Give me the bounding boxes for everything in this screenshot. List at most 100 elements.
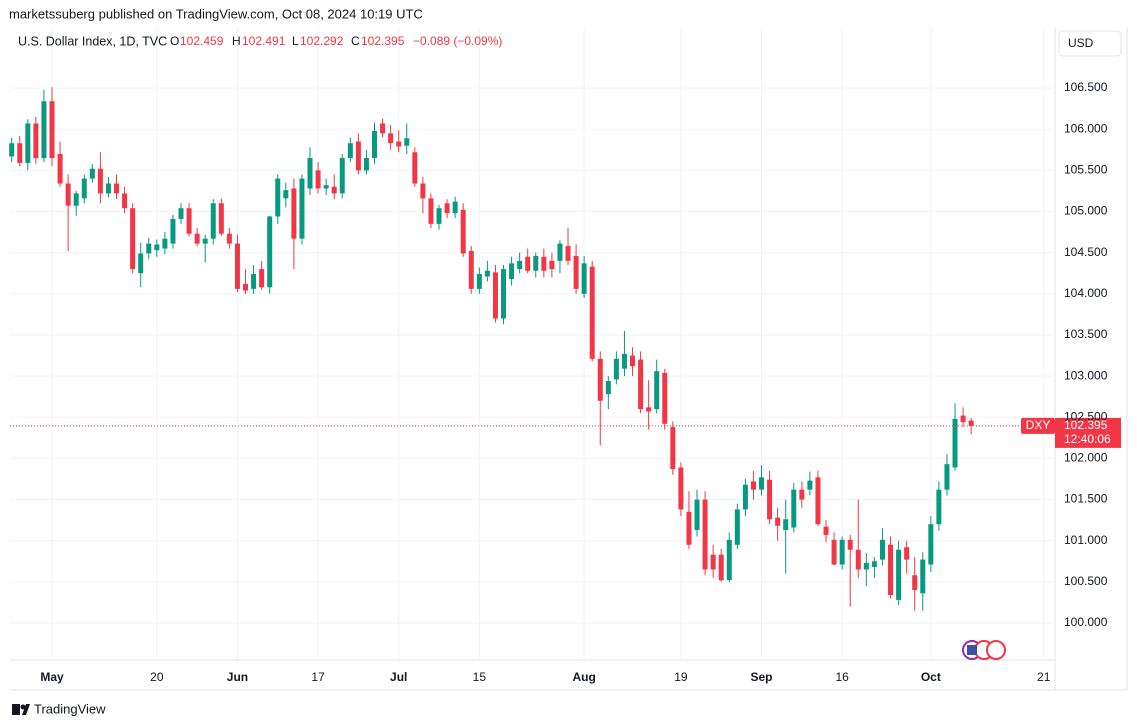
candle-body — [734, 509, 740, 545]
legend-c: C — [351, 34, 360, 48]
candle-body — [888, 544, 894, 595]
candle-body — [323, 185, 329, 189]
candle-body — [170, 218, 176, 244]
candle-body — [509, 263, 515, 279]
candle-body — [694, 499, 700, 530]
candle-body — [97, 168, 103, 194]
candle-body — [654, 371, 660, 410]
legend-open: 102.459 — [180, 34, 224, 48]
legend-close: 102.395 — [361, 34, 405, 48]
candle-body — [573, 255, 579, 289]
x-tick-label: 21 — [1037, 670, 1051, 684]
candle-body — [283, 190, 289, 199]
candle-body — [742, 484, 748, 510]
logo-part — [12, 704, 20, 715]
candle-body — [621, 353, 627, 369]
legend-high: 102.491 — [242, 34, 286, 48]
logo-part — [20, 704, 26, 710]
x-tick-label: Jun — [227, 670, 248, 684]
candle-body — [404, 138, 410, 146]
symbol-label: DXY — [1026, 418, 1051, 432]
candle-body — [775, 517, 781, 526]
candle-body — [315, 170, 321, 189]
candle-body — [936, 489, 942, 525]
legend-low: 102.292 — [300, 34, 344, 48]
candle-body — [331, 186, 337, 194]
price-tag — [1055, 417, 1121, 448]
candle-body — [355, 141, 361, 171]
y-tick-label: 106.500 — [1064, 80, 1108, 94]
candle-body — [194, 233, 200, 244]
y-tick-label: 102.000 — [1064, 451, 1108, 465]
candle-body — [81, 178, 87, 199]
candle-body — [896, 549, 902, 600]
symbol-tag — [1021, 417, 1055, 434]
candle-body — [815, 477, 821, 525]
candle-body — [589, 266, 595, 359]
candle-body — [202, 238, 208, 244]
candle-body — [912, 575, 918, 591]
candle-body — [605, 381, 611, 395]
candle-body — [452, 201, 458, 214]
candle-body — [855, 549, 861, 570]
candle-body — [412, 152, 418, 184]
grid — [10, 28, 1055, 660]
candle-body — [65, 183, 71, 206]
candle-body — [372, 130, 378, 159]
y-tick-label: 101.000 — [1064, 533, 1108, 547]
candle-body — [670, 427, 676, 470]
candle-body — [243, 283, 249, 291]
candle-body — [267, 216, 273, 288]
price-tag-label: 102.395 — [1064, 418, 1108, 432]
candle-body — [767, 479, 773, 520]
candle-body — [178, 208, 184, 219]
candle-body — [130, 208, 136, 270]
candle-body — [138, 253, 144, 274]
candle-body — [718, 554, 724, 581]
candle-body — [299, 178, 305, 239]
candle-body — [251, 274, 257, 289]
candles — [9, 87, 974, 611]
candle-body — [492, 272, 498, 319]
candle-body — [839, 539, 845, 565]
x-tick-label: Sep — [751, 670, 773, 684]
candle-body — [460, 209, 466, 254]
candle-body — [234, 243, 240, 289]
candle-body — [73, 193, 79, 206]
candle-body — [823, 526, 829, 535]
candle-body — [33, 123, 39, 159]
candle-body — [436, 208, 442, 224]
candle-body — [380, 123, 386, 134]
candle-body — [388, 133, 394, 144]
candle-body — [218, 203, 224, 234]
currency-button[interactable] — [1058, 30, 1122, 57]
candle-body — [25, 123, 31, 163]
candle-body — [114, 183, 120, 194]
candle-body — [968, 420, 974, 426]
y-tick-label: 106.000 — [1064, 121, 1108, 135]
candle-body — [928, 524, 934, 565]
candle-body — [686, 511, 692, 545]
x-tick-label: 16 — [835, 670, 849, 684]
candle-body — [154, 244, 160, 251]
icon — [986, 640, 1006, 660]
y-tick-label: 104.500 — [1064, 245, 1108, 259]
candle-body — [226, 233, 232, 244]
legend-o: O — [170, 34, 179, 48]
candle-body — [541, 256, 547, 271]
candle-body — [904, 547, 910, 560]
legend-l: L — [292, 34, 299, 48]
candle-body — [363, 158, 369, 171]
candle-body — [662, 372, 668, 424]
candle-body — [210, 203, 216, 239]
candle-body — [630, 355, 636, 367]
candle-body — [525, 256, 531, 271]
footer-brand: TradingView — [34, 701, 106, 716]
candle-body — [646, 407, 652, 412]
candle-body — [9, 143, 15, 157]
candle-body — [420, 183, 426, 199]
candle-body — [952, 418, 958, 468]
candle-body — [759, 477, 765, 490]
x-tick-label: 19 — [674, 670, 688, 684]
